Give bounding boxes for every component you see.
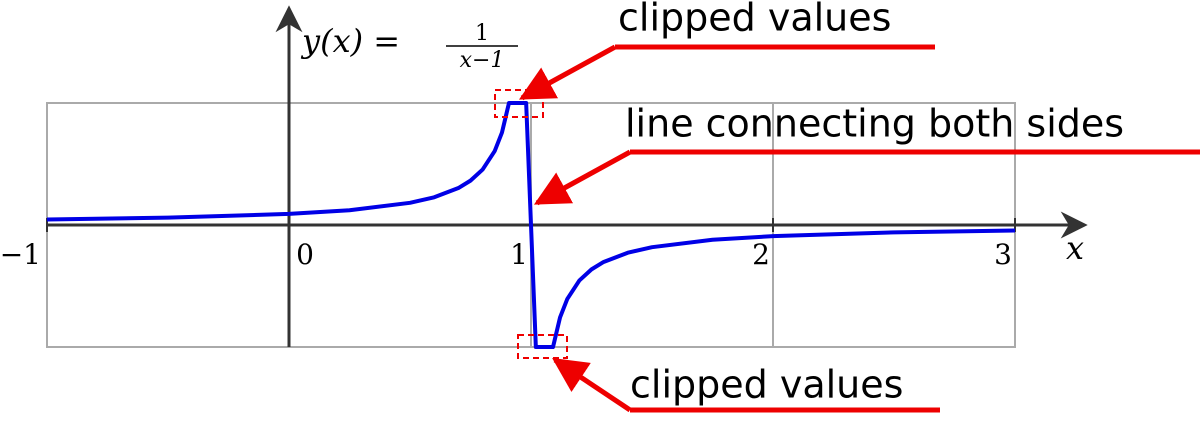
annotation-arrow (533, 149, 632, 206)
x-tick-label: 1 (510, 238, 528, 271)
x-tick-label: 2 (752, 238, 770, 271)
annotation-arrow (518, 44, 617, 101)
annotation-text: clipped values (630, 363, 903, 407)
formula-denominator: x−1 (460, 48, 505, 73)
annotation-text: clipped values (618, 0, 891, 40)
curve (46, 101, 1016, 349)
x-tick-label: 0 (296, 238, 314, 271)
x-tick-label: 3 (994, 238, 1012, 271)
x-tick-label: −1 (0, 238, 41, 271)
x-axis-label: x (1066, 229, 1084, 267)
formula-numerator: 1 (475, 21, 489, 46)
formula-lhs: y(x) = (300, 22, 400, 60)
annotation-text: line connecting both sides (625, 102, 1124, 146)
annotation-arrow (552, 357, 632, 413)
clip-highlight (517, 334, 568, 359)
